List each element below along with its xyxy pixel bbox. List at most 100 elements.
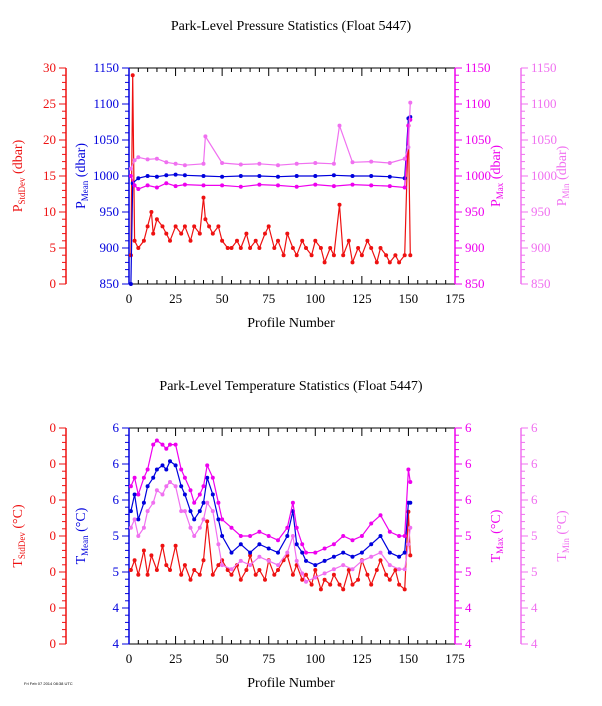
y-tick-label-stddev: 0 (50, 600, 57, 615)
data-point-max (276, 538, 280, 543)
data-point-min (257, 554, 262, 559)
data-point-max (397, 534, 402, 538)
data-point-mean (276, 550, 280, 555)
series-line-stddev (130, 75, 411, 265)
data-point-min (350, 160, 355, 165)
x-tick-label: 25 (169, 291, 182, 306)
data-point-min (210, 509, 215, 514)
data-point-stddev (229, 572, 234, 577)
y-tick-label-max: 5 (465, 528, 472, 543)
x-axis-label: Profile Number (247, 316, 335, 331)
data-point-stddev (179, 572, 184, 577)
data-point-stddev (257, 246, 262, 250)
data-point-stddev (173, 224, 178, 229)
y-tick-label-mean: 900 (100, 240, 120, 255)
y-tick-label-stddev: 30 (43, 60, 56, 75)
data-point-stddev (229, 246, 234, 250)
data-point-min (128, 525, 133, 530)
data-point-min (402, 156, 407, 161)
data-point-mean (188, 509, 193, 514)
data-point-stddev (359, 253, 364, 258)
data-point-mean (182, 173, 187, 178)
y-tick-label-stddev: 0 (50, 564, 57, 579)
data-point-stddev (322, 260, 327, 265)
data-point-mean (197, 509, 202, 514)
x-tick-label: 0 (126, 651, 133, 666)
data-point-max (188, 488, 193, 493)
data-point-min (203, 134, 208, 139)
y-tick-label-max: 1000 (465, 168, 491, 183)
data-point-stddev (182, 224, 187, 229)
y-tick-label-max: 6 (465, 456, 472, 471)
data-point-min (136, 155, 141, 160)
data-point-min (164, 484, 169, 489)
y-axis-label-stddev: TStdDev (°C) (11, 504, 27, 568)
data-point-stddev (397, 260, 402, 265)
data-point-stddev (387, 577, 392, 582)
data-point-max (341, 534, 346, 538)
data-point-stddev (210, 572, 215, 577)
data-point-max (205, 463, 210, 468)
y-tick-label-mean: 1000 (93, 168, 119, 183)
series-mean (128, 115, 413, 286)
data-point-mean (350, 554, 355, 559)
data-point-min (248, 563, 253, 568)
y-tick-label-mean: 5 (113, 528, 120, 543)
data-point-stddev (285, 231, 290, 236)
data-point-min (378, 550, 383, 555)
data-point-mean (285, 534, 290, 538)
chart-panel-1: Park-Level Pressure Statistics (Float 54… (11, 19, 571, 331)
data-point-min (192, 534, 197, 538)
data-point-stddev (387, 260, 392, 265)
data-point-max (378, 513, 383, 518)
data-point-max (182, 182, 187, 187)
data-point-stddev (210, 231, 215, 236)
data-point-max (294, 525, 299, 530)
data-point-stddev (356, 577, 361, 582)
data-point-mean (210, 492, 215, 497)
footer-text: Fri Feb 07 2014 08:38 UTC (24, 681, 73, 686)
data-point-min (304, 579, 308, 584)
y-tick-label-max: 6 (465, 492, 472, 507)
chart-title: Park-Level Temperature Statistics (Float… (159, 379, 422, 394)
data-point-stddev (141, 238, 146, 243)
data-point-max (369, 183, 374, 188)
data-point-mean (313, 174, 318, 178)
data-point-stddev (168, 238, 172, 243)
data-point-min (179, 509, 184, 514)
data-point-stddev (408, 553, 413, 558)
data-point-min (406, 145, 411, 150)
data-point-min (359, 558, 364, 563)
data-point-mean (257, 174, 262, 178)
data-point-stddev (257, 568, 262, 572)
x-tick-label: 50 (216, 291, 229, 306)
y-tick-label-min: 1100 (531, 96, 557, 111)
data-point-min (350, 567, 355, 572)
y-tick-label-min: 4 (531, 600, 538, 615)
data-point-min (205, 500, 210, 505)
data-point-stddev (384, 572, 389, 577)
data-point-max (182, 475, 187, 480)
data-point-stddev (384, 253, 389, 258)
data-point-min (151, 500, 156, 505)
data-point-stddev (201, 195, 206, 200)
data-point-mean (300, 550, 305, 555)
series-line-stddev (130, 511, 411, 592)
data-point-max (257, 529, 262, 534)
data-point-min (220, 161, 225, 165)
y-tick-label-min: 5 (531, 528, 538, 543)
data-point-max (136, 492, 141, 497)
series-stddev (128, 509, 413, 592)
data-point-mean (154, 174, 159, 179)
data-point-min (182, 509, 187, 514)
data-point-stddev (154, 568, 159, 572)
data-point-max (402, 534, 407, 538)
y-tick-label-max: 950 (465, 204, 485, 219)
y-tick-label-mean: 950 (100, 204, 120, 219)
y-axis-label-max: TMax (°C) (489, 509, 505, 562)
data-point-min (408, 100, 413, 105)
data-point-max (197, 492, 202, 497)
data-point-stddev (128, 568, 133, 572)
y-tick-label-stddev: 20 (43, 132, 56, 147)
